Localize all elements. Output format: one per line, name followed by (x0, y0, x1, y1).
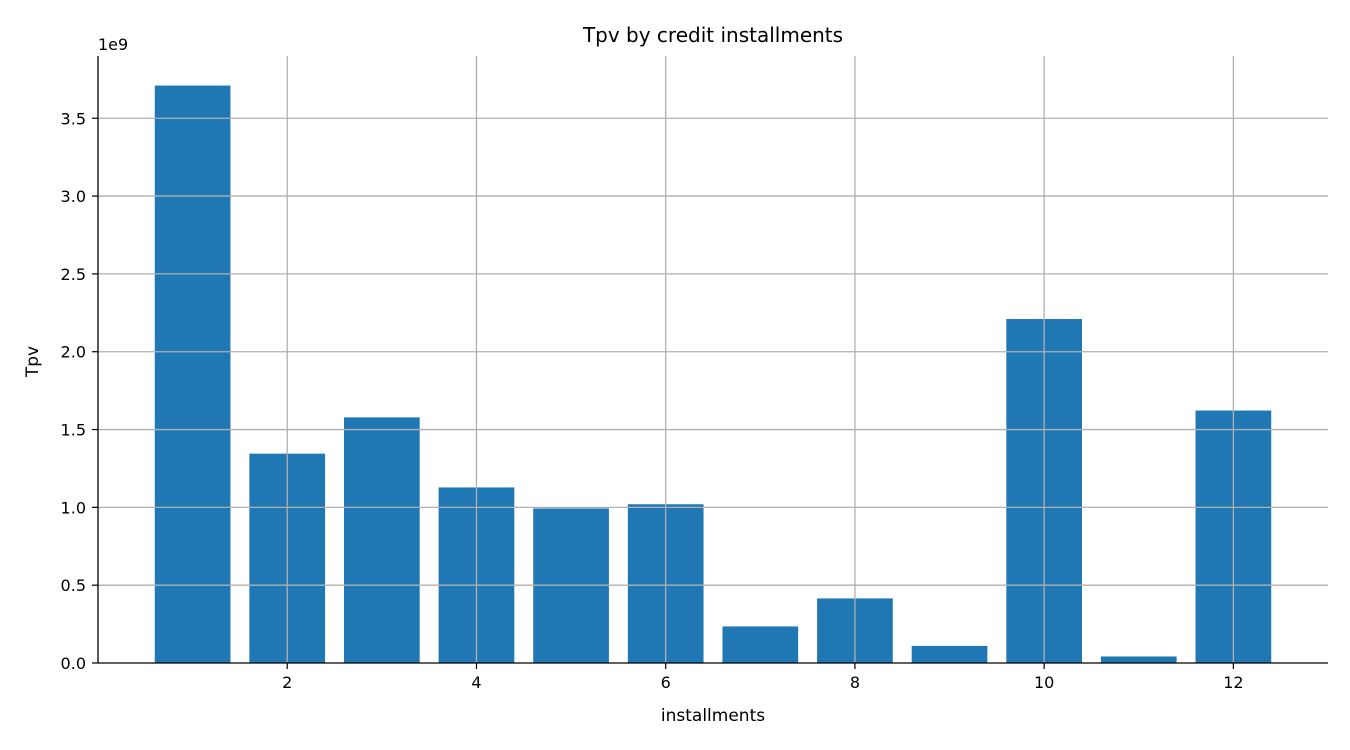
y-tick-label: 0.5 (61, 576, 86, 595)
y-tick-label: 2.5 (61, 265, 86, 284)
bar-9 (911, 645, 988, 663)
y-tick-label: 0.0 (61, 654, 86, 673)
x-tick-label: 6 (661, 673, 671, 692)
bar-11 (1100, 656, 1177, 663)
x-tick-label: 10 (1034, 673, 1054, 692)
y-tick-label: 1.5 (61, 421, 86, 440)
chart-title: Tpv by credit installments (582, 23, 843, 47)
x-tick-label: 4 (471, 673, 481, 692)
y-ticks: 0.0 0.5 1.0 1.5 2.0 2.5 3.0 3.5 (61, 109, 98, 673)
y-tick-label: 2.0 (61, 343, 86, 362)
bar-1 (154, 85, 231, 664)
bar-7 (722, 626, 799, 663)
axes (97, 56, 1328, 664)
bars (98, 56, 1328, 664)
y-tick-label: 1.0 (61, 498, 86, 517)
y-tick-label: 3.0 (61, 187, 86, 206)
x-axis-label: installments (661, 706, 765, 726)
x-tick-label: 8 (850, 673, 860, 692)
x-tick-label: 2 (282, 673, 292, 692)
y-axis-offset-label: 1e9 (98, 35, 128, 54)
y-axis-label: Tpv (23, 346, 43, 378)
x-ticks: 2 4 6 8 10 12 (282, 663, 1244, 692)
bar-3 (344, 417, 420, 663)
y-tick-label: 3.5 (61, 109, 86, 128)
x-tick-label: 12 (1223, 673, 1243, 692)
